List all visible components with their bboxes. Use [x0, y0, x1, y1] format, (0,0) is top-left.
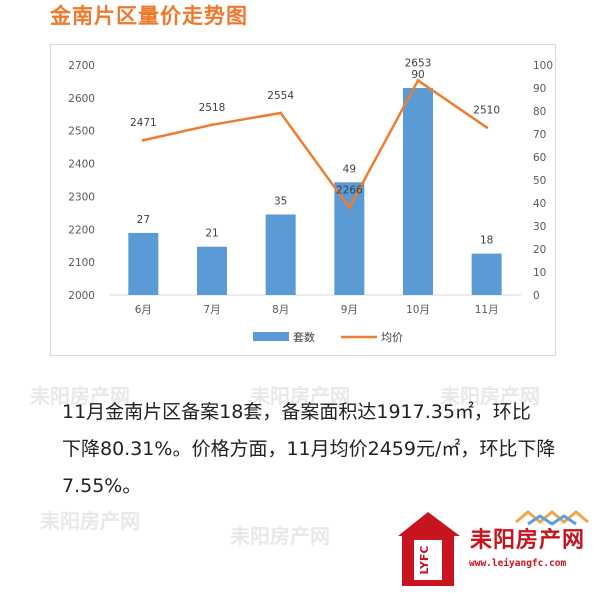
bar-套数	[334, 182, 365, 295]
x-axis-tick-label: 8月	[272, 304, 289, 316]
line-data-label: 2471	[130, 117, 157, 129]
bar-data-label: 35	[274, 196, 287, 208]
left-axis-tick-label: 2300	[68, 191, 95, 203]
line-data-label: 2266	[336, 185, 363, 197]
left-axis-tick-label: 2500	[68, 126, 95, 138]
x-axis-tick-label: 9月	[341, 304, 358, 316]
right-axis-tick-label: 70	[533, 129, 546, 141]
x-axis-tick-label: 11月	[475, 304, 499, 316]
site-logo[interactable]: LYFC 耒阳房产网 www.leiyangfc.com	[398, 508, 603, 593]
right-axis-tick-label: 90	[533, 83, 546, 95]
left-axis-tick-label: 2100	[68, 257, 95, 269]
left-axis-tick-label: 2600	[68, 93, 95, 105]
price-volume-chart: 2000 2100 2200 2300 2400 2500 2600 2700 0 10 20 30 4…	[68, 57, 553, 344]
left-axis-tick-label: 2700	[68, 60, 95, 72]
right-axis-tick-label: 100	[533, 60, 553, 72]
bar-data-label: 49	[343, 163, 356, 175]
line-data-label: 2510	[473, 104, 500, 116]
line-data-label: 2518	[199, 102, 226, 114]
bar-data-label: 27	[137, 214, 150, 226]
chart-container: 2000 2100 2200 2300 2400 2500 2600 2700 0 10 20 30 4…	[50, 44, 556, 356]
summary-paragraph: 11月金南片区备案18套，备案面积达1917.35㎡，环比 下降80.31%。价…	[62, 394, 582, 505]
bar-套数	[197, 246, 227, 295]
line-point	[279, 111, 283, 115]
line-point	[210, 123, 214, 127]
bar-data-label: 21	[205, 228, 218, 240]
left-axis-tick-label: 2400	[68, 159, 95, 171]
house-logo-icon: LYFC	[398, 510, 589, 586]
bar-套数	[265, 214, 296, 295]
right-axis-tick-label: 80	[533, 106, 546, 118]
line-point	[141, 138, 145, 142]
x-axis-tick-label: 6月	[135, 304, 152, 316]
right-axis-tick-label: 60	[533, 152, 546, 164]
bar-套数	[471, 253, 502, 295]
line-point	[347, 206, 351, 210]
right-axis-tick-label: 20	[533, 244, 546, 256]
logo-mark-text: LYFC	[418, 546, 431, 575]
line-point	[416, 78, 420, 82]
summary-line: 下降80.31%。价格方面，11月均价2459元/㎡，环比下降	[62, 438, 556, 460]
page-title: 金南片区量价走势图	[50, 4, 248, 28]
bar-套数	[403, 88, 433, 295]
right-axis-tick-label: 10	[533, 267, 546, 279]
left-axis-tick-label: 2000	[68, 290, 95, 302]
bar-data-label: 18	[480, 235, 493, 247]
left-axis-tick-label: 2200	[68, 224, 95, 236]
watermark-text: 耒阳房产网	[230, 524, 330, 548]
line-data-label: 2653	[405, 57, 432, 69]
logo-url: www.leiyangfc.com	[469, 558, 567, 569]
right-axis-tick-label: 30	[533, 221, 546, 233]
x-axis-tick-label: 7月	[203, 304, 220, 316]
right-axis-tick-label: 50	[533, 175, 546, 187]
right-axis-tick-label: 40	[533, 198, 546, 210]
line-point	[485, 125, 489, 129]
line-均价	[143, 79, 488, 209]
right-axis-tick-label: 0	[533, 290, 540, 302]
legend-bar-swatch	[253, 332, 289, 341]
summary-line: 11月金南片区备案18套，备案面积达1917.35㎡，环比	[62, 401, 531, 423]
bar-data-label: 90	[411, 69, 424, 81]
bar-套数	[128, 232, 159, 295]
summary-line: 7.55%。	[62, 475, 142, 497]
logo-title: 耒阳房产网	[470, 528, 586, 553]
x-axis-tick-label: 10月	[406, 304, 430, 316]
legend-label: 套数	[293, 331, 315, 344]
legend-label: 均价	[381, 331, 403, 344]
line-data-label: 2554	[267, 90, 294, 102]
watermark-text: 耒阳房产网	[40, 509, 140, 533]
